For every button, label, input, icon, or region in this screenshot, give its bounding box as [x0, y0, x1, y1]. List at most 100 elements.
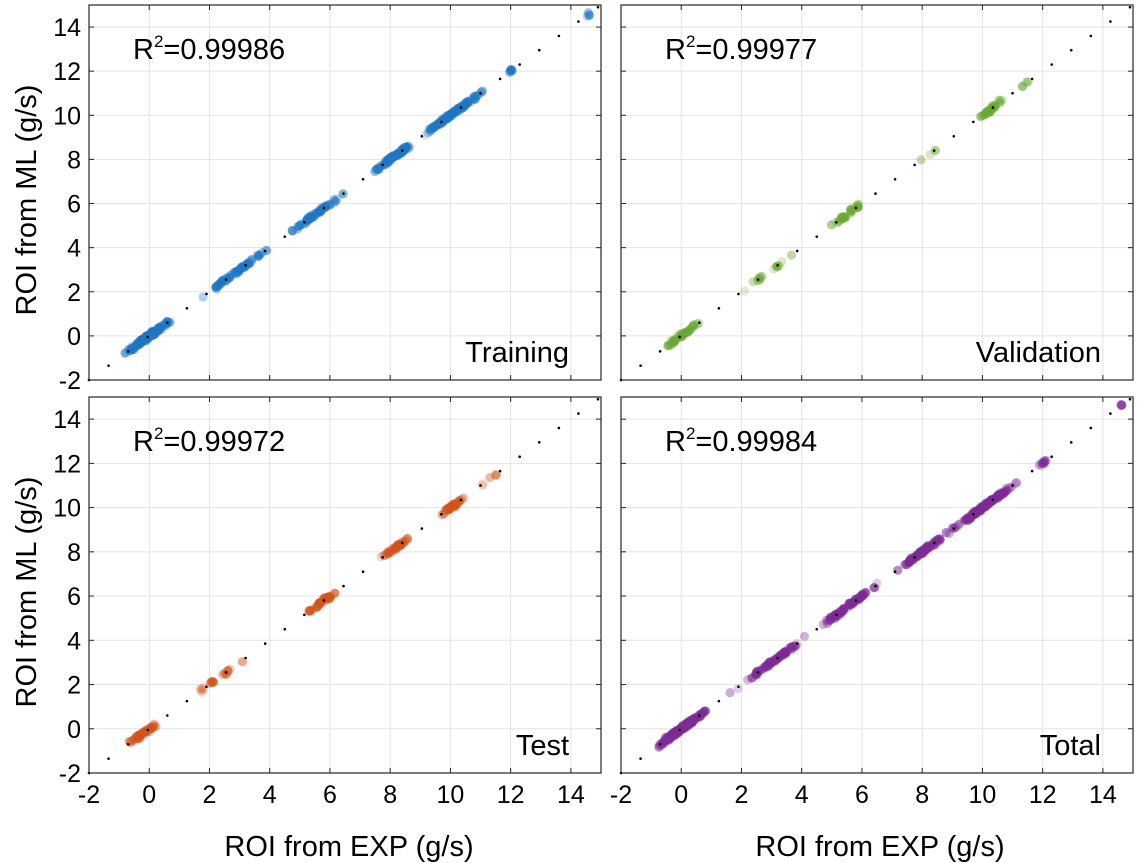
data-point	[295, 220, 305, 230]
reference-dot	[717, 699, 721, 703]
reference-dot	[381, 556, 384, 559]
reference-dot	[639, 757, 642, 760]
data-point	[223, 665, 233, 676]
data-point	[208, 677, 219, 687]
data-point	[698, 708, 708, 719]
x-tick-label: 4	[795, 781, 809, 809]
data-point	[670, 335, 680, 345]
reference-dot	[537, 441, 541, 444]
reference-dot	[854, 206, 858, 210]
data-point	[208, 677, 218, 687]
data-point	[323, 594, 333, 604]
reference-dot	[717, 307, 721, 310]
data-point	[458, 103, 468, 113]
y-tick-label: 8	[67, 539, 81, 567]
reference-dot	[1050, 63, 1053, 66]
y-tick-label: 8	[67, 146, 81, 174]
reference-dot	[1089, 426, 1093, 430]
data-point	[1116, 400, 1126, 410]
data-point	[485, 472, 495, 483]
reference-dot	[342, 584, 345, 588]
data-point	[986, 495, 996, 506]
data-point	[396, 540, 406, 550]
r-squared-annotation: R2=0.99984	[665, 424, 817, 458]
data-point	[963, 515, 973, 525]
data-point	[370, 166, 380, 177]
data-point	[680, 721, 690, 731]
reference-dot	[263, 249, 267, 253]
data-point	[255, 250, 265, 260]
data-point	[986, 103, 996, 113]
reference-dot	[913, 556, 916, 559]
x-tick-label: 14	[1089, 781, 1117, 809]
reference-dot	[1050, 455, 1053, 459]
data-point	[212, 281, 222, 291]
data-point	[478, 479, 488, 489]
dataset-label: Validation	[976, 337, 1101, 369]
data-point	[994, 95, 1004, 105]
reference-dot	[1030, 77, 1034, 81]
data-point	[989, 102, 1000, 112]
data-point	[780, 647, 790, 657]
data-point	[294, 221, 304, 231]
data-point	[977, 502, 988, 512]
data-point	[934, 534, 944, 545]
data-point	[247, 254, 257, 265]
r-squared-prefix: R	[665, 34, 686, 66]
data-point	[917, 548, 927, 558]
x-tick-label: 10	[969, 781, 997, 809]
scatter-points	[120, 8, 594, 358]
reference-dot	[263, 642, 267, 645]
y-axis-title-top: ROI from ML (g/s)	[11, 85, 43, 316]
data-point	[237, 657, 247, 667]
data-point	[195, 684, 206, 694]
data-point	[941, 527, 951, 538]
x-tick-label: 8	[383, 781, 397, 809]
reference-dot	[224, 278, 228, 281]
data-point	[944, 528, 954, 539]
data-point	[303, 606, 313, 616]
data-point	[1117, 400, 1127, 411]
reference-dot	[893, 570, 897, 574]
reference-dot	[577, 412, 580, 415]
reference-dot	[400, 149, 404, 152]
data-point	[584, 10, 594, 21]
data-point	[1017, 81, 1028, 91]
r-squared-superscript: 2	[686, 32, 695, 51]
reference-dot	[893, 177, 897, 181]
data-point	[725, 688, 735, 698]
reference-dot	[166, 714, 169, 717]
reference-dot	[244, 656, 247, 660]
data-point	[452, 499, 463, 509]
data-point	[211, 282, 221, 292]
x-tick-label: 12	[1029, 781, 1057, 809]
y-tick-label: -2	[59, 367, 81, 395]
reference-dot	[658, 350, 662, 353]
data-point	[131, 342, 141, 352]
data-point	[933, 534, 943, 545]
reference-dot	[596, 397, 600, 401]
data-point	[921, 543, 931, 553]
reference-dot	[244, 263, 247, 267]
data-point	[198, 683, 208, 693]
data-point	[837, 212, 847, 222]
data-point	[677, 331, 687, 341]
r-squared-prefix: R	[133, 34, 154, 66]
data-point	[1011, 478, 1022, 488]
reference-dot	[756, 671, 760, 674]
data-point	[463, 96, 473, 106]
data-point	[987, 101, 997, 111]
data-point	[657, 740, 667, 750]
data-point	[376, 552, 386, 562]
data-point	[198, 685, 208, 695]
x-tick-label: -2	[610, 781, 632, 809]
data-point	[767, 657, 777, 667]
data-point	[197, 687, 207, 697]
y-tick-label: 0	[67, 323, 81, 351]
data-point	[425, 126, 436, 136]
reference-dot	[1011, 91, 1014, 95]
reference-dot	[776, 656, 779, 660]
data-point	[983, 106, 993, 116]
r-squared-value: =0.99977	[695, 34, 817, 66]
